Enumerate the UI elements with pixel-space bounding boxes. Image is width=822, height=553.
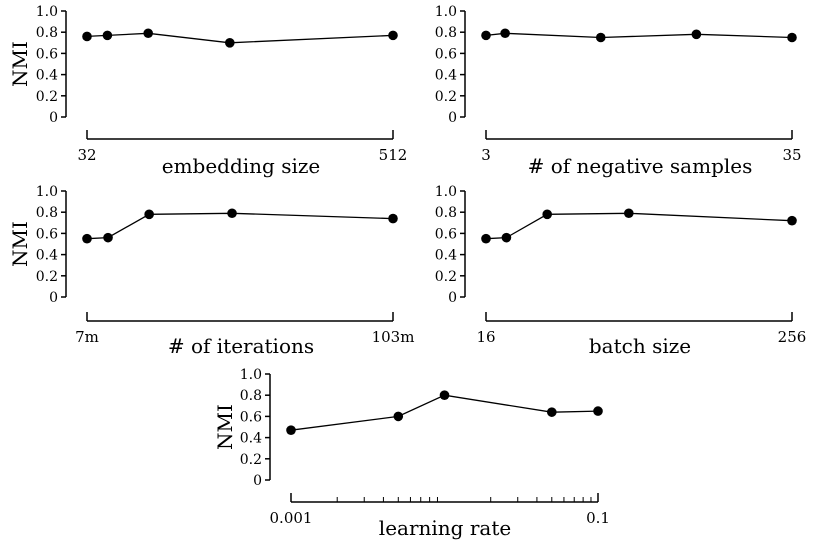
y-tick-label: 0.2 (240, 452, 262, 468)
y-tick-label: 0.6 (36, 226, 58, 242)
y-axis-label: NMI (8, 221, 32, 267)
y-tick-label: 0.6 (36, 46, 58, 62)
data-point (593, 406, 603, 416)
y-tick-label: 0.6 (435, 46, 457, 62)
data-point (542, 209, 552, 220)
y-tick-label: 0.8 (435, 25, 457, 41)
x-tick-label: 256 (778, 328, 807, 346)
y-tick-label: 0.2 (435, 89, 457, 105)
chart-panel-4: 0 0.2 0.4 0.6 0.8 1.0 16 256 batch size (435, 184, 807, 358)
data-point (624, 208, 634, 219)
x-axis-label: batch size (589, 334, 691, 358)
data-point (481, 233, 491, 244)
data-point (227, 208, 237, 219)
x-tick-label: 35 (782, 146, 801, 164)
y-tick-label: 0.4 (435, 248, 457, 264)
y-tick-label: 0 (448, 110, 457, 126)
chart-panel-5: 0 0.2 0.4 0.6 0.8 1.0 NMI 0.001 0.1 learning rate (213, 367, 610, 540)
y-tick-label: 0.4 (36, 68, 58, 84)
y-tick-label: 1.0 (36, 4, 58, 20)
y-axis-label: NMI (8, 41, 32, 87)
x-tick-label: 16 (476, 328, 495, 346)
data-point (225, 38, 235, 48)
x-axis-label: # of negative samples (528, 154, 753, 178)
data-point (787, 32, 797, 43)
chart-panel-1: 0 0.2 0.4 0.6 0.8 1.0 NMI 32 512 embedding size (8, 4, 407, 178)
y-tick-label: 0 (253, 473, 262, 489)
y-tick-label: 0.8 (36, 205, 58, 221)
data-point (595, 32, 606, 43)
data-point (393, 411, 404, 422)
data-point (286, 425, 296, 435)
x-tick-label: 512 (379, 146, 408, 164)
x-tick-label: 0.001 (270, 509, 313, 527)
y-tick-label: 0.8 (36, 25, 58, 41)
x-axis-label: # of iterations (168, 334, 314, 358)
x-axis-label: learning rate (379, 516, 511, 540)
y-tick-label: 0.2 (36, 89, 58, 105)
y-tick-label: 1.0 (240, 367, 262, 383)
data-point (439, 390, 450, 401)
data-point (388, 30, 398, 41)
y-tick-label: 1.0 (435, 4, 457, 20)
y-tick-label: 0.2 (435, 269, 457, 285)
data-point (143, 28, 153, 39)
data-point (501, 232, 512, 243)
series-line (86, 32, 394, 44)
chart-panel-2: 0 0.2 0.4 0.6 0.8 1.0 3 35 # of negative samples (435, 4, 802, 178)
y-tick-label: 1.0 (435, 184, 457, 200)
data-point (787, 215, 797, 226)
y-tick-label: 0.2 (36, 269, 58, 285)
series-line (485, 212, 793, 240)
x-tick-label: 0.1 (586, 509, 610, 527)
y-tick-label: 0.4 (36, 248, 58, 264)
data-point (82, 31, 92, 42)
x-tick-label: 32 (77, 146, 96, 164)
y-tick-label: 0.6 (240, 409, 262, 425)
y-tick-label: 0 (49, 290, 58, 306)
data-point (103, 232, 113, 243)
data-point (500, 28, 510, 39)
data-point (546, 407, 557, 417)
y-tick-label: 0.4 (435, 68, 457, 84)
chart-panel-3: 0 0.2 0.4 0.6 0.8 1.0 NMI 7m 103m # of iterations (8, 184, 414, 358)
x-axis-label: embedding size (162, 154, 321, 178)
y-tick-label: 0 (448, 290, 457, 306)
data-point (82, 233, 92, 244)
data-point (691, 29, 702, 40)
y-tick-label: 0.4 (240, 431, 262, 447)
data-point (102, 30, 113, 41)
data-point (388, 213, 398, 224)
y-tick-label: 1.0 (36, 184, 58, 200)
x-tick-label: 103m (372, 328, 415, 346)
y-tick-label: 0.8 (435, 205, 457, 221)
series-line (86, 212, 394, 240)
data-point (144, 209, 154, 220)
x-tick-label: 3 (481, 146, 491, 164)
y-tick-label: 0.8 (240, 388, 262, 404)
data-point (481, 30, 491, 41)
y-tick-label: 0.6 (435, 226, 457, 242)
series-line (485, 32, 793, 39)
y-axis-label: NMI (213, 404, 237, 450)
y-tick-label: 0 (49, 110, 58, 126)
x-tick-label: 7m (75, 328, 99, 346)
